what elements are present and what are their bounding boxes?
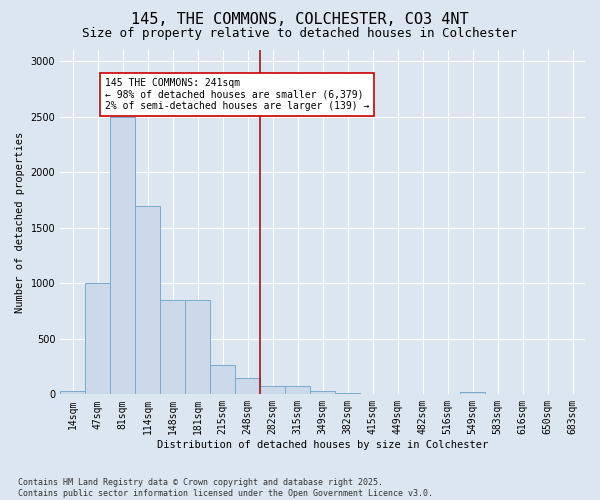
Text: Size of property relative to detached houses in Colchester: Size of property relative to detached ho…: [83, 28, 517, 40]
Bar: [310, 391, 335, 394]
Text: 145, THE COMMONS, COLCHESTER, CO3 4NT: 145, THE COMMONS, COLCHESTER, CO3 4NT: [131, 12, 469, 28]
Text: Contains HM Land Registry data © Crown copyright and database right 2025.
Contai: Contains HM Land Registry data © Crown c…: [18, 478, 433, 498]
Text: 145 THE COMMONS: 241sqm
← 98% of detached houses are smaller (6,379)
2% of semi-: 145 THE COMMONS: 241sqm ← 98% of detache…: [105, 78, 370, 111]
Bar: [135, 206, 160, 394]
Bar: [260, 386, 285, 394]
Bar: [85, 284, 110, 395]
Bar: [460, 392, 485, 394]
Y-axis label: Number of detached properties: Number of detached properties: [15, 132, 25, 313]
Bar: [110, 116, 135, 394]
Bar: [185, 300, 210, 394]
Bar: [285, 386, 310, 394]
Bar: [335, 392, 360, 394]
X-axis label: Distribution of detached houses by size in Colchester: Distribution of detached houses by size …: [157, 440, 488, 450]
Bar: [160, 300, 185, 394]
Bar: [210, 366, 235, 394]
Bar: [60, 391, 85, 394]
Bar: [235, 378, 260, 394]
